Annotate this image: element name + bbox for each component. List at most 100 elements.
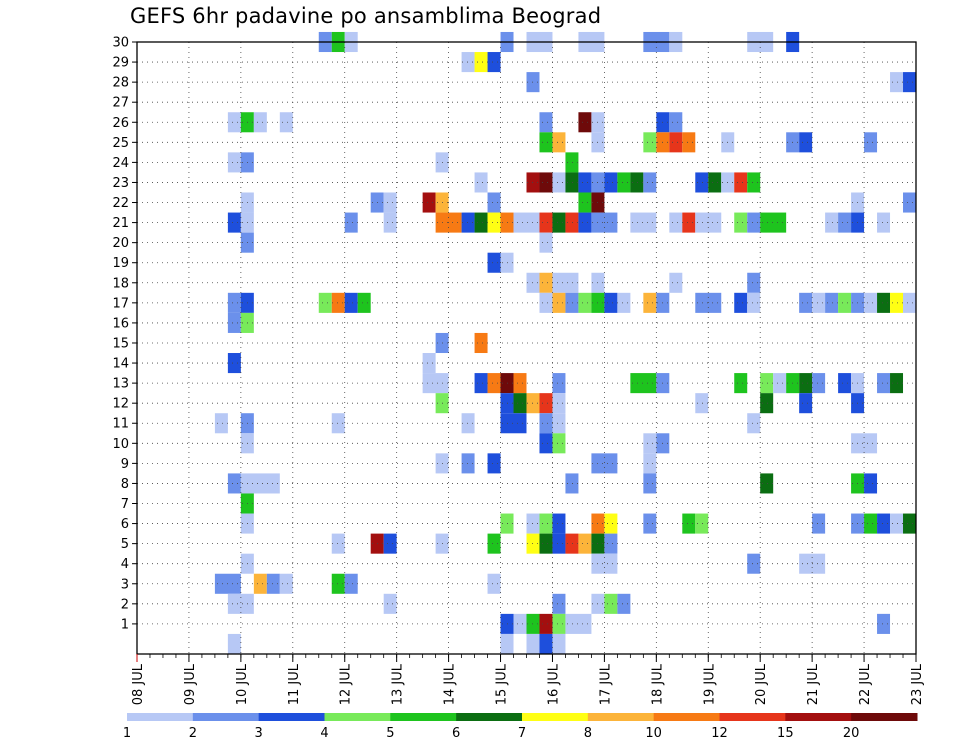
heatmap-cell [604,533,618,554]
heatmap-cell [227,633,241,654]
heatmap-cell [487,573,501,594]
y-tick-label: 28 [112,76,129,91]
legend-label: 6 [452,726,460,741]
heatmap-cell [344,212,358,233]
heatmap-cell [513,613,527,634]
heatmap-cell [487,373,501,394]
heatmap-cell [643,132,657,153]
x-tick-label: 09 JUL [183,663,198,705]
heatmap-cell [461,413,475,434]
heatmap-cell [357,292,371,313]
y-tick-label: 10 [112,437,129,452]
heatmap-cell [747,413,761,434]
heatmap-cell [578,172,592,193]
heatmap-cell [682,132,696,153]
chart-title: GEFS 6hr padavine po ansamblima Beograd [130,4,602,28]
heatmap-cell [565,533,579,554]
heatmap-cell [617,172,631,193]
heatmap-cell [331,533,345,554]
heatmap-cell [903,513,916,534]
heatmap-cell [487,212,501,233]
heatmap-cell [279,112,293,133]
heatmap-cell [513,212,540,233]
legend-label: 3 [255,726,263,741]
x-tick-label: 19 JUL [702,663,717,705]
heatmap-cell [591,553,618,574]
y-tick-label: 7 [121,497,129,512]
heatmap-cell [578,212,592,233]
heatmap-cell [539,212,553,233]
heatmap-cell [708,172,722,193]
heatmap-cell [253,573,267,594]
heatmap-cell [539,272,553,293]
heatmap-cell [565,212,579,233]
heatmap-cell [799,132,813,153]
heatmap-cell [461,212,475,233]
heatmap-cell [474,172,488,193]
heatmap-cell [552,132,566,153]
heatmap-cell [552,393,566,414]
heatmap-cell [747,553,761,574]
heatmap-cell [227,312,241,333]
legend-swatch [719,713,786,721]
y-tick-label: 15 [112,336,129,351]
y-axis: 1234567891011121314151617181920212223242… [112,36,137,632]
heatmap-cell [877,513,891,534]
heatmap-cell [227,473,241,494]
legend-swatch [785,713,852,721]
legend-label: 2 [189,726,197,741]
heatmap-cell [643,172,657,193]
y-tick-label: 2 [121,597,129,612]
heatmap-cell [877,212,891,233]
y-tick-label: 4 [121,557,129,572]
heatmap-cell [539,232,553,253]
heatmap-cell [812,373,826,394]
y-tick-label: 30 [112,36,129,51]
heatmap-cell [552,272,579,293]
heatmap-cell [266,573,280,594]
heatmap-cell [565,152,579,173]
heatmap-cell [279,573,293,594]
heatmap-cell [539,533,553,554]
heatmap-cell [227,292,241,313]
heatmap-cell [227,212,241,233]
heatmap-cell [838,212,852,233]
legend-label: 7 [518,726,526,741]
heatmap-cell [552,292,566,313]
legend-swatch [258,713,325,721]
y-tick-label: 18 [112,276,129,291]
heatmap-cell [474,373,488,394]
legend-swatch [522,713,589,721]
heatmap-cell [838,292,852,313]
heatmap-cell [552,212,566,233]
heatmap-cell [526,633,540,654]
heatmap-cell [695,393,709,414]
heatmap-cell [643,453,657,474]
heatmap-cell [552,513,566,534]
y-tick-label: 16 [112,316,129,331]
heatmap-cell [799,292,813,313]
heatmap-cell [539,172,553,193]
heatmap-cell [669,272,683,293]
heatmap-cell [500,633,514,654]
legend-label: 4 [320,726,328,741]
y-tick-label: 11 [112,417,129,432]
legend-swatch [127,713,194,721]
heatmap-cell [864,473,878,494]
heatmap-cell [487,192,501,213]
heatmap-cell [422,192,436,213]
grid [137,41,916,654]
x-tick-label: 16 JUL [546,663,561,705]
heatmap-cell [214,413,228,434]
heatmap-cell [331,292,345,313]
legend-swatch [324,713,391,721]
y-tick-label: 5 [121,537,129,552]
legend-label: 15 [777,726,794,741]
heatmap-cell [487,533,501,554]
heatmap-cell [422,353,436,374]
heatmap-cell [474,332,488,354]
y-tick-label: 20 [112,236,129,251]
heatmap-cell [552,533,566,554]
legend-label: 20 [843,726,860,741]
heatmap-cell [760,212,787,233]
